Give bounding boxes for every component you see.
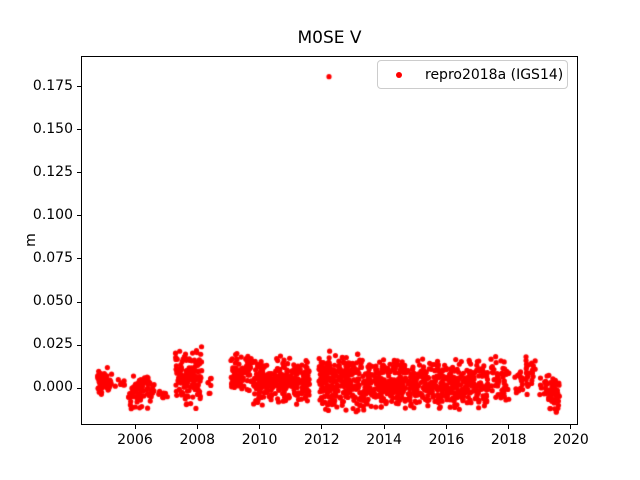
x-tick-label: 2020 xyxy=(553,432,589,448)
legend-marker-icon xyxy=(396,71,402,78)
x-tick-mark xyxy=(570,425,572,429)
x-tick-mark xyxy=(134,425,136,429)
x-tick-label: 2008 xyxy=(179,432,216,448)
y-tick-label: 0.000 xyxy=(32,379,73,395)
y-tick-label: 0.075 xyxy=(32,249,73,266)
chart-title: M0SE V xyxy=(297,28,362,48)
legend-label: repro2018a (IGS14) xyxy=(425,66,564,83)
y-tick-mark xyxy=(77,387,81,389)
x-tick-label: 2012 xyxy=(304,432,340,448)
y-tick-label: 0.025 xyxy=(32,336,73,352)
y-tick-mark xyxy=(77,86,81,88)
x-tick-label: 2016 xyxy=(428,432,465,448)
x-tick-mark xyxy=(259,425,261,429)
x-tick-mark xyxy=(508,425,510,429)
y-tick-label: 0.050 xyxy=(32,293,73,309)
x-tick-mark xyxy=(445,425,447,429)
x-tick-label: 2018 xyxy=(490,432,527,448)
x-tick-label: 2010 xyxy=(241,432,278,448)
legend: repro2018a (IGS14) xyxy=(377,60,568,89)
x-tick-mark xyxy=(321,425,323,429)
y-tick-mark xyxy=(77,258,81,260)
y-tick-label: 0.125 xyxy=(32,163,73,180)
x-tick-mark xyxy=(196,425,198,429)
y-tick-mark xyxy=(77,172,81,174)
y-tick-mark xyxy=(77,129,81,131)
y-tick-label: 0.150 xyxy=(32,120,73,137)
x-tick-label: 2006 xyxy=(117,432,153,448)
scatter-points-canvas xyxy=(82,57,577,424)
y-tick-label: 0.100 xyxy=(32,206,73,223)
y-tick-mark xyxy=(77,215,81,217)
x-tick-mark xyxy=(383,425,385,429)
plot-area: repro2018a (IGS14) xyxy=(81,56,578,425)
x-tick-label: 2014 xyxy=(366,432,402,448)
y-tick-label: 0.175 xyxy=(32,77,73,94)
y-tick-mark xyxy=(77,344,81,346)
y-axis-label: m xyxy=(23,233,39,247)
y-tick-mark xyxy=(77,301,81,303)
